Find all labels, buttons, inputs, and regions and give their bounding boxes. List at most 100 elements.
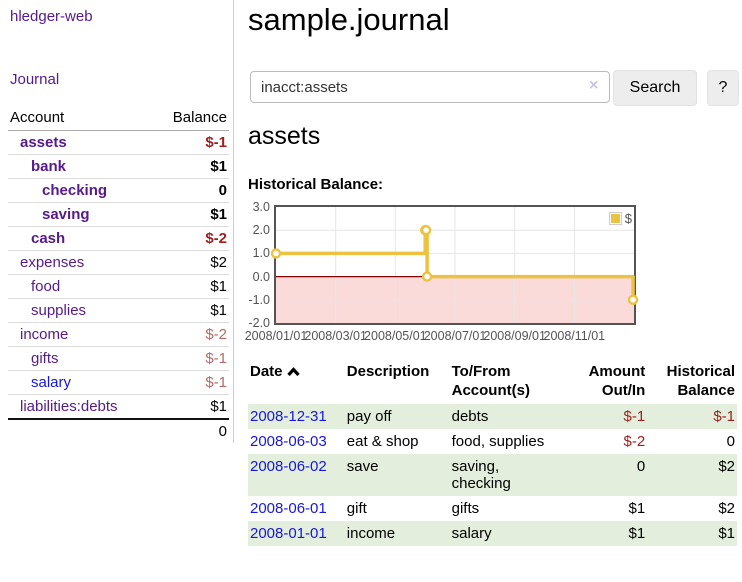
transaction-balance: $-1 <box>647 404 737 429</box>
account-link[interactable]: liabilities:debts <box>20 398 118 415</box>
transaction-date-link[interactable]: 2008-01-01 <box>250 525 327 542</box>
transaction-date-link[interactable]: 2008-06-02 <box>250 458 327 475</box>
transaction-balance: $2 <box>718 500 735 517</box>
transaction-accounts: gifts <box>451 500 480 517</box>
account-balance: $-2 <box>153 226 229 251</box>
register-panel: Date Description To/From Account(s) Amou… <box>248 360 737 546</box>
transaction-balance: $1 <box>647 521 737 546</box>
account-row: expenses $2 <box>8 250 229 275</box>
y-tick-label: 0.0 <box>252 269 270 284</box>
y-tick-label: 2.0 <box>252 223 270 238</box>
transaction-date-link[interactable]: 2008-06-01 <box>250 500 327 517</box>
chart-legend: $ <box>608 211 632 226</box>
register-row: 2008-12-31 pay off debts $-1 $-1 <box>248 404 737 429</box>
search-input[interactable] <box>250 71 610 103</box>
account-link[interactable]: saving <box>42 206 90 223</box>
legend-swatch-icon <box>608 212 622 225</box>
register-header-amount: Amount Out/In <box>588 363 646 399</box>
account-link[interactable]: checking <box>42 182 108 199</box>
register-row: 2008-06-02 save saving, checking 0 $2 <box>248 454 737 496</box>
transaction-description: gift <box>346 500 367 517</box>
chart-label: Historical Balance: <box>248 176 384 193</box>
transaction-accounts: food, supplies <box>451 433 545 450</box>
transaction-date-link[interactable]: 2008-12-31 <box>250 408 327 425</box>
account-link[interactable]: assets <box>20 134 67 151</box>
x-tick-label: 2008/09/01 <box>483 329 546 343</box>
x-tick-label: 2008/01/01 <box>244 329 308 343</box>
search-button[interactable]: Search <box>613 70 697 106</box>
transaction-description: save <box>344 454 450 496</box>
transaction-description: pay off <box>344 404 450 429</box>
accounts-table: Account Balance assets $-1 bank $1 checking 0… <box>8 106 229 443</box>
x-tick-label: 2008/05/01 <box>364 329 427 343</box>
chart-canvas <box>270 207 639 323</box>
transaction-amount: $1 <box>568 521 648 546</box>
account-row: liabilities:debts $1 <box>8 394 229 420</box>
x-tick-label: 2008/03/01 <box>304 329 367 343</box>
register-row: 2008-06-01 gift gifts $1 $2 <box>248 496 737 521</box>
transaction-amount: $-2 <box>623 433 646 450</box>
sidebar-divider <box>233 0 234 443</box>
transaction-accounts: saving, checking <box>449 454 569 496</box>
y-tick-label: 3.0 <box>252 200 270 214</box>
account-row: income $-2 <box>8 322 229 347</box>
sort-ascending-icon <box>286 367 300 376</box>
account-link[interactable]: cash <box>31 230 66 247</box>
transaction-balance: 0 <box>726 433 735 450</box>
accounts-panel: Account Balance assets $-1 bank $1 checking 0… <box>8 106 229 443</box>
register-header-tofrom: To/From Account(s) <box>451 363 530 399</box>
account-balance: $1 <box>153 274 229 299</box>
transaction-accounts: debts <box>449 404 569 429</box>
account-row: gifts $-1 <box>8 346 229 371</box>
transaction-amount: $1 <box>628 500 646 517</box>
historical-balance-chart: $ 3.0 2.0 1.0 0.0 -1.0 -2.0 2008/01/01 2008/03… <box>236 200 742 347</box>
account-balance: $-1 <box>153 370 229 395</box>
transaction-date-link[interactable]: 2008-06-03 <box>250 433 327 450</box>
account-link[interactable]: expenses <box>20 254 85 271</box>
help-button[interactable]: ? <box>707 70 739 106</box>
register-row: 2008-06-03 eat & shop food, supplies $-2 0 <box>248 429 737 454</box>
register-header-description: Description <box>346 363 430 380</box>
sidebar-item-journal[interactable]: Journal <box>10 71 60 88</box>
account-balance: $-1 <box>153 130 229 155</box>
y-tick-label: -1.0 <box>248 292 270 307</box>
register-header-date[interactable]: Date <box>248 360 345 404</box>
account-row: salary $-1 <box>8 370 229 395</box>
account-balance: $1 <box>153 394 229 420</box>
chart-plot-area[interactable]: $ <box>270 205 639 325</box>
accounts-header-account: Account <box>8 106 154 131</box>
account-row: cash $-2 <box>8 226 229 251</box>
app-brand-link[interactable]: hledger-web <box>10 8 93 25</box>
account-link[interactable]: salary <box>31 374 72 391</box>
transaction-accounts: salary <box>449 521 569 546</box>
account-row: checking 0 <box>8 178 229 203</box>
register-table: Date Description To/From Account(s) Amou… <box>248 360 737 546</box>
account-link[interactable]: bank <box>31 158 67 175</box>
clear-search-icon[interactable]: × <box>589 77 599 94</box>
account-row: saving $1 <box>8 202 229 227</box>
x-tick-label: 2008/07/01 <box>423 329 487 343</box>
accounts-total-value: 0 <box>218 423 227 440</box>
account-link[interactable]: food <box>31 278 61 295</box>
accounts-total-row: 0 <box>8 419 229 443</box>
x-tick-label: 2008/11/01 <box>543 329 606 343</box>
register-header-balance: Historical Balance <box>666 363 735 399</box>
account-link[interactable]: income <box>20 326 69 343</box>
transaction-description: eat & shop <box>346 433 419 450</box>
account-balance: $1 <box>153 154 229 179</box>
account-page-title: assets <box>248 122 321 150</box>
account-row: supplies $1 <box>8 298 229 323</box>
account-link[interactable]: gifts <box>31 350 59 367</box>
legend-label: $ <box>624 211 632 226</box>
account-balance: $1 <box>153 202 229 227</box>
account-row: food $1 <box>8 274 229 299</box>
transaction-amount: $-1 <box>568 404 648 429</box>
account-row: assets $-1 <box>8 130 229 155</box>
register-row: 2008-01-01 income salary $1 $1 <box>248 521 737 546</box>
account-link[interactable]: supplies <box>31 302 87 319</box>
transaction-amount: 0 <box>568 454 648 496</box>
y-tick-label: -2.0 <box>248 316 270 330</box>
account-row: bank $1 <box>8 154 229 179</box>
y-tick-label: 1.0 <box>252 246 270 261</box>
